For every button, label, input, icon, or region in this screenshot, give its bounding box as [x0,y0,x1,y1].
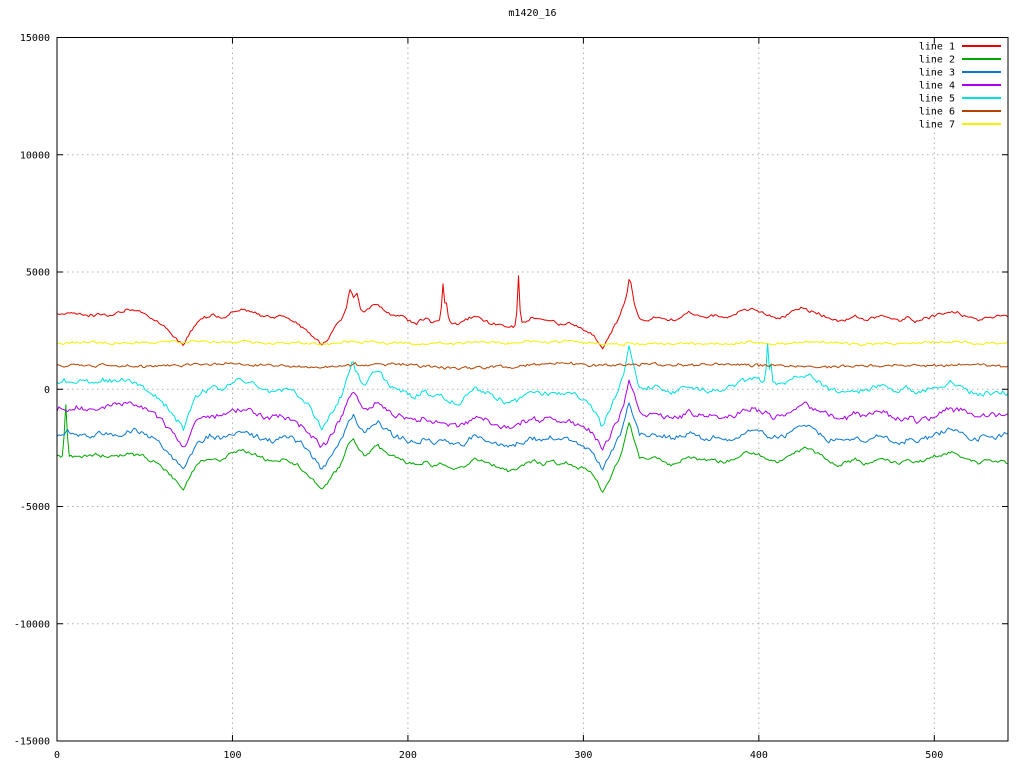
x-tick-label: 0 [54,750,60,761]
legend-label: line 7 [919,120,955,131]
x-tick-label: 400 [750,750,768,761]
legend-label: line 2 [919,55,955,66]
legend-label: line 1 [919,42,955,53]
x-tick-label: 100 [223,750,241,761]
y-tick-label: 10000 [20,150,50,161]
x-tick-label: 500 [925,750,943,761]
series-line-6 [57,361,1008,370]
chart-title: m1420_16 [508,8,557,19]
series-line-4 [57,379,1008,451]
legend-label: line 4 [919,81,955,92]
y-tick-label: 5000 [26,268,50,279]
x-tick-label: 200 [399,750,417,761]
legend-label: line 3 [919,68,955,79]
series-line-7 [57,339,1008,347]
y-tick-label: -5000 [20,502,50,513]
y-tick-label: -10000 [14,619,50,630]
y-tick-label: -15000 [14,737,50,748]
y-tick-label: 0 [44,385,50,396]
series-group [57,275,1008,493]
legend-label: line 5 [919,94,955,105]
y-tick-label: 15000 [20,33,50,44]
series-line-2 [57,404,1008,493]
series-line-5 [57,342,1008,431]
x-tick-label: 300 [574,750,592,761]
series-line-1 [57,275,1008,350]
legend-label: line 6 [919,107,955,118]
series-line-3 [57,402,1008,471]
